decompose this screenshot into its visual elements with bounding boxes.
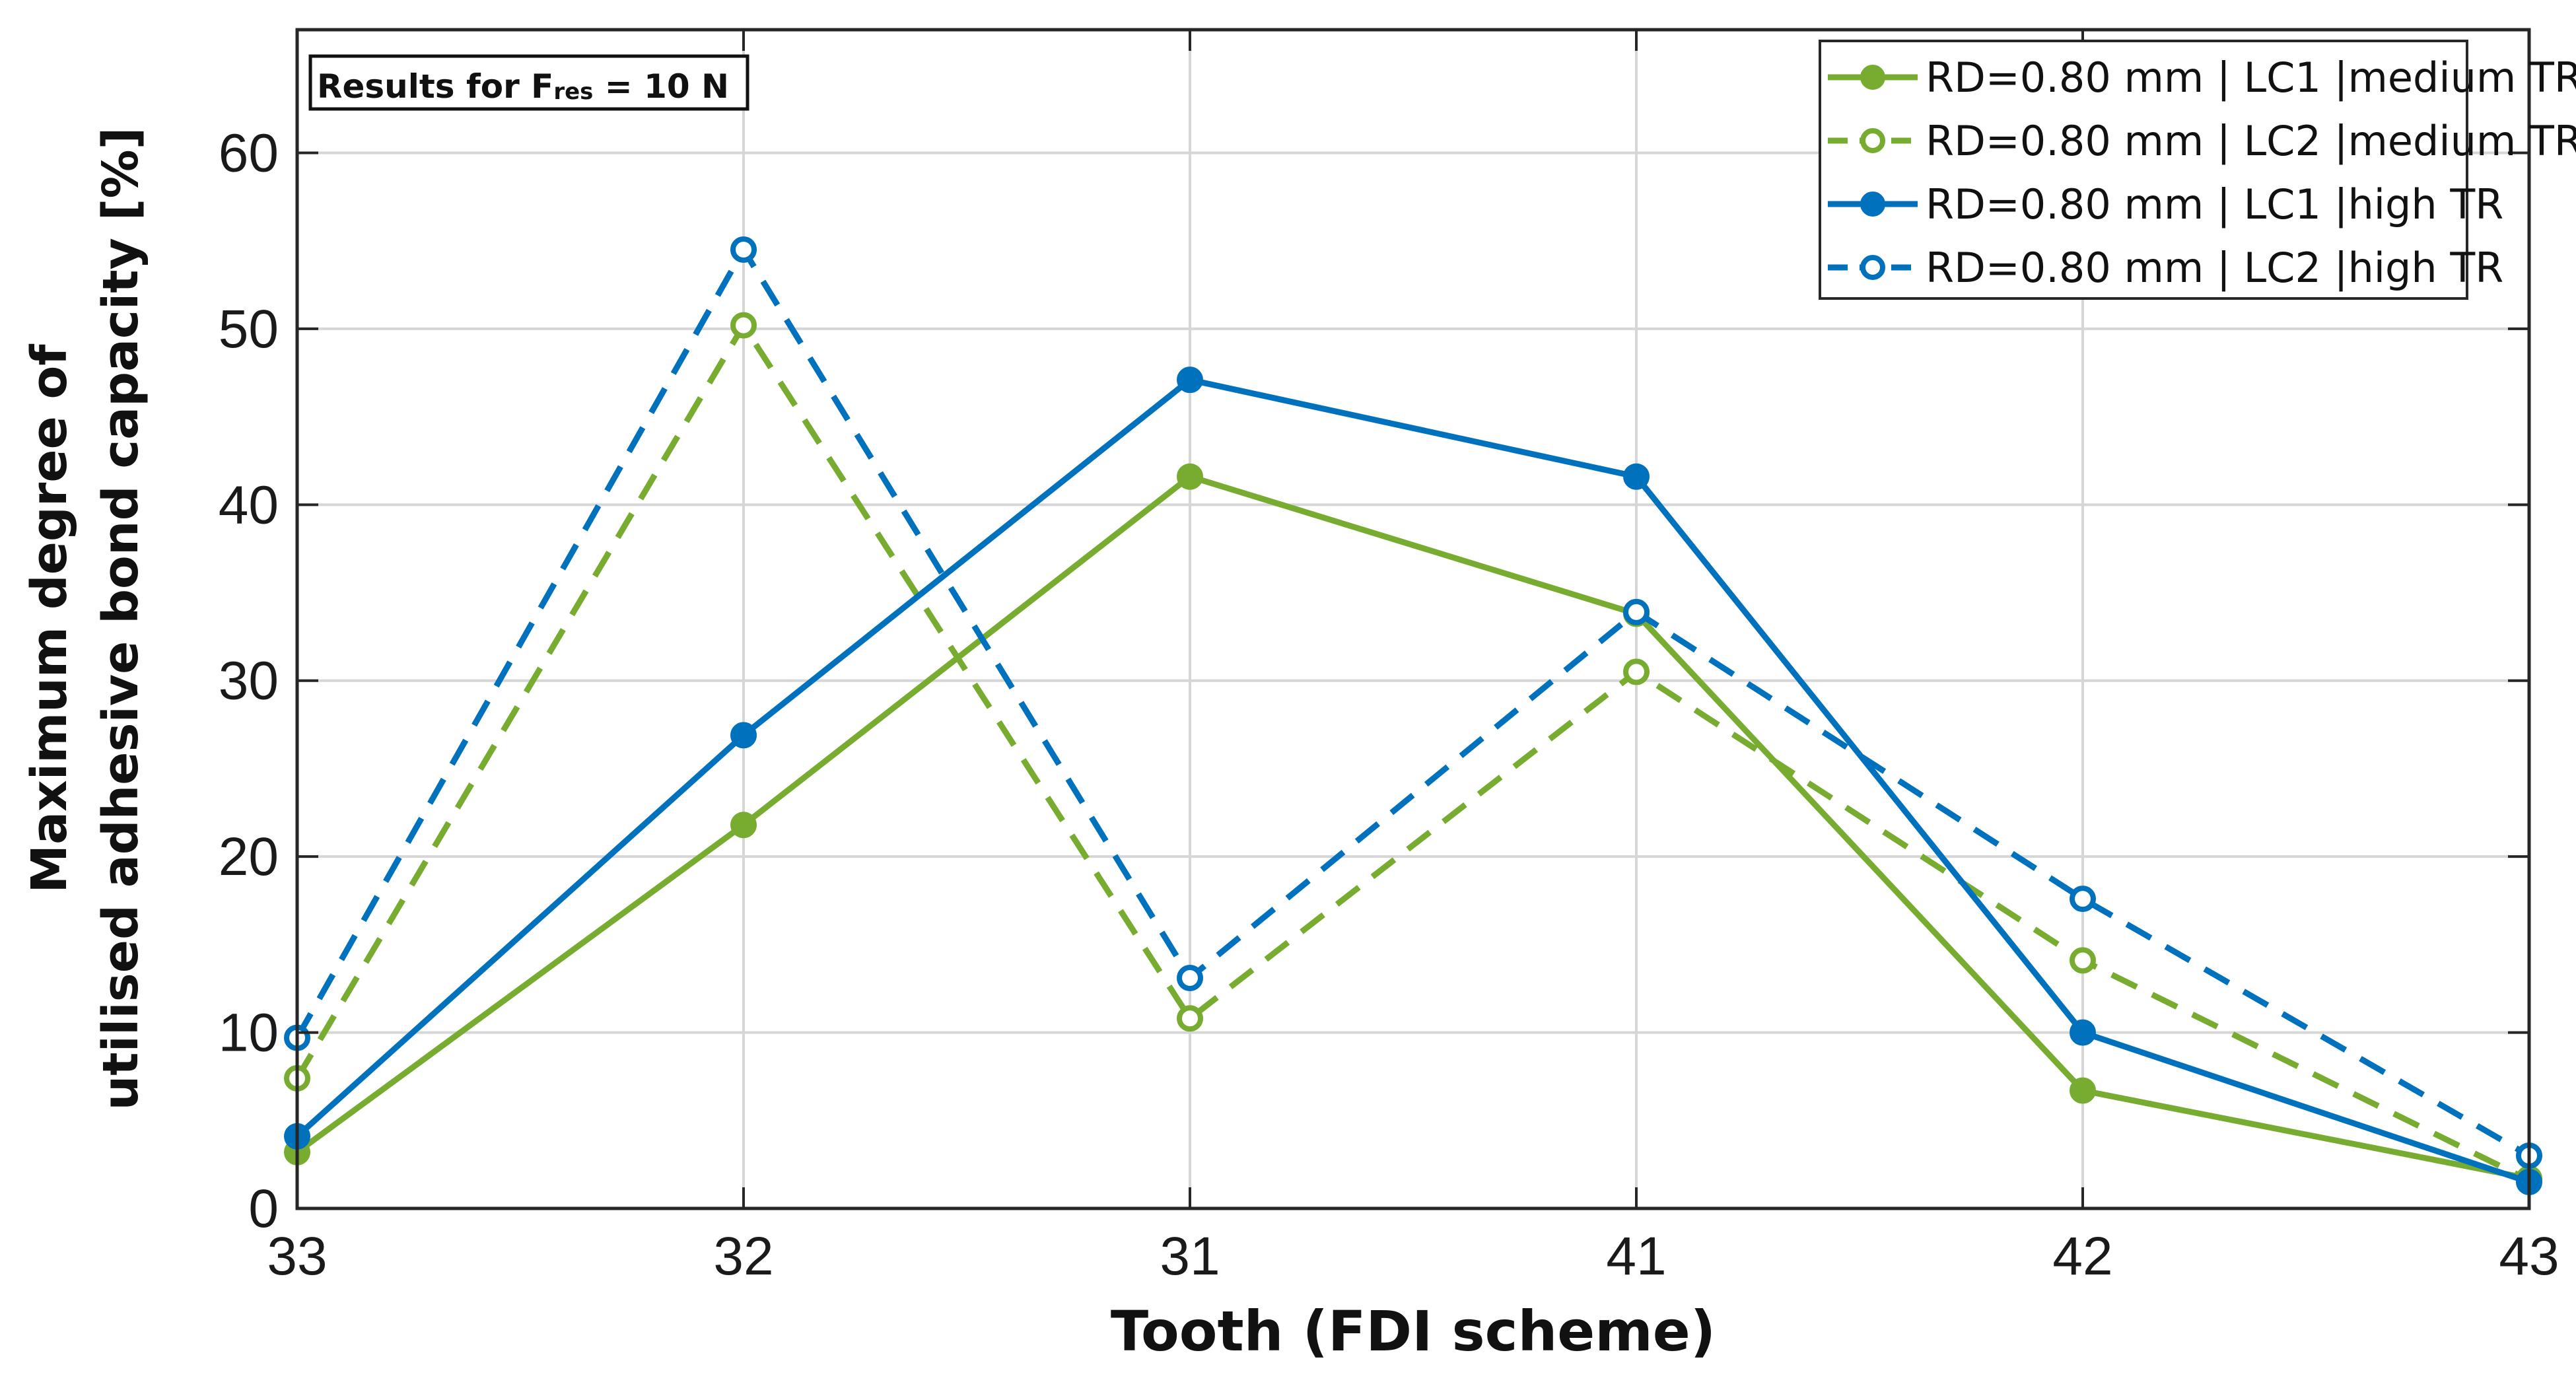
y-tick-label-20: 20 — [219, 827, 279, 887]
y-axis-label: Maximum degree of utilised adhesive bond… — [21, 127, 149, 1111]
legend-entry-1: RD=0.80 mm | LC1 |medium TR — [1926, 53, 2576, 102]
series-1-point-31 — [1177, 463, 1203, 490]
series-4-point-32 — [730, 236, 757, 263]
x-tick-label-43: 43 — [2499, 1226, 2559, 1286]
x-tick-label-41: 41 — [1606, 1226, 1666, 1286]
legend-entry-2: RD=0.80 mm | LC2 |medium TR — [1926, 117, 2576, 166]
x-tick-label-33: 33 — [267, 1226, 327, 1286]
legend-entry-3: RD=0.80 mm | LC1 |high TR — [1926, 180, 2503, 229]
results-annotation-text: Results for Fres = 10 N — [317, 67, 729, 106]
series-3-point-31 — [1177, 366, 1203, 394]
legend-marker-1 — [1860, 65, 1885, 90]
series-1-point-32 — [730, 812, 757, 839]
y-tick-label-60: 60 — [219, 123, 279, 183]
results-annotation: Results for Fres = 10 N — [308, 54, 749, 111]
x-axis-label: Tooth (FDI scheme) — [1111, 1299, 1716, 1364]
series-1-line — [295, 473, 2530, 1182]
series-1-point-42 — [2070, 1077, 2096, 1104]
series-3-point-42 — [2070, 1019, 2096, 1046]
series-4-point-31 — [1177, 964, 1203, 991]
series-3-line — [295, 376, 2530, 1185]
legend-box — [1819, 40, 2468, 300]
annotation-suffix: = 10 N — [593, 67, 729, 106]
legend-marker-2 — [1860, 128, 1885, 153]
plot-frame — [295, 28, 2531, 1210]
y-tick-label-30: 30 — [219, 651, 279, 711]
y-axis-label-line-1: Maximum degree of — [21, 344, 78, 893]
legend-entry-4: RD=0.80 mm | LC2 |high TR — [1926, 244, 2503, 293]
x-tick-label-32: 32 — [713, 1226, 773, 1286]
results-annotation-box — [308, 54, 749, 111]
series-2-point-31 — [1177, 1005, 1203, 1032]
y-tick-label-0: 0 — [248, 1179, 279, 1239]
series-2-point-42 — [2070, 947, 2096, 974]
y-tick-label-50: 50 — [219, 299, 279, 359]
annotation-prefix: Results for F — [317, 67, 553, 106]
series-3-point-41 — [1623, 463, 1650, 490]
annotation-subscript: res — [553, 79, 593, 105]
axis-ticks: 0 10 20 30 40 50 60 33 32 31 41 42 43 — [219, 30, 2559, 1286]
legend: RD=0.80 mm | LC1 |medium TR RD=0.80 mm | … — [1819, 40, 2576, 300]
y-tick-label-40: 40 — [219, 475, 279, 535]
x-tick-label-42: 42 — [2052, 1226, 2112, 1286]
legend-marker-4 — [1860, 255, 1885, 280]
series-2-point-32 — [730, 312, 757, 339]
series-4-point-41 — [1623, 598, 1650, 625]
series-2-line — [295, 322, 2530, 1183]
y-axis-label-line-2: utilised adhesive bond capacity [%] — [92, 127, 149, 1111]
series-4-point-42 — [2070, 886, 2096, 913]
x-tick-label-31: 31 — [1160, 1226, 1220, 1286]
legend-marker-3 — [1860, 192, 1885, 217]
series-3-point-32 — [730, 722, 757, 749]
y-tick-label-10: 10 — [219, 1003, 279, 1063]
series-2-point-41 — [1623, 658, 1650, 685]
